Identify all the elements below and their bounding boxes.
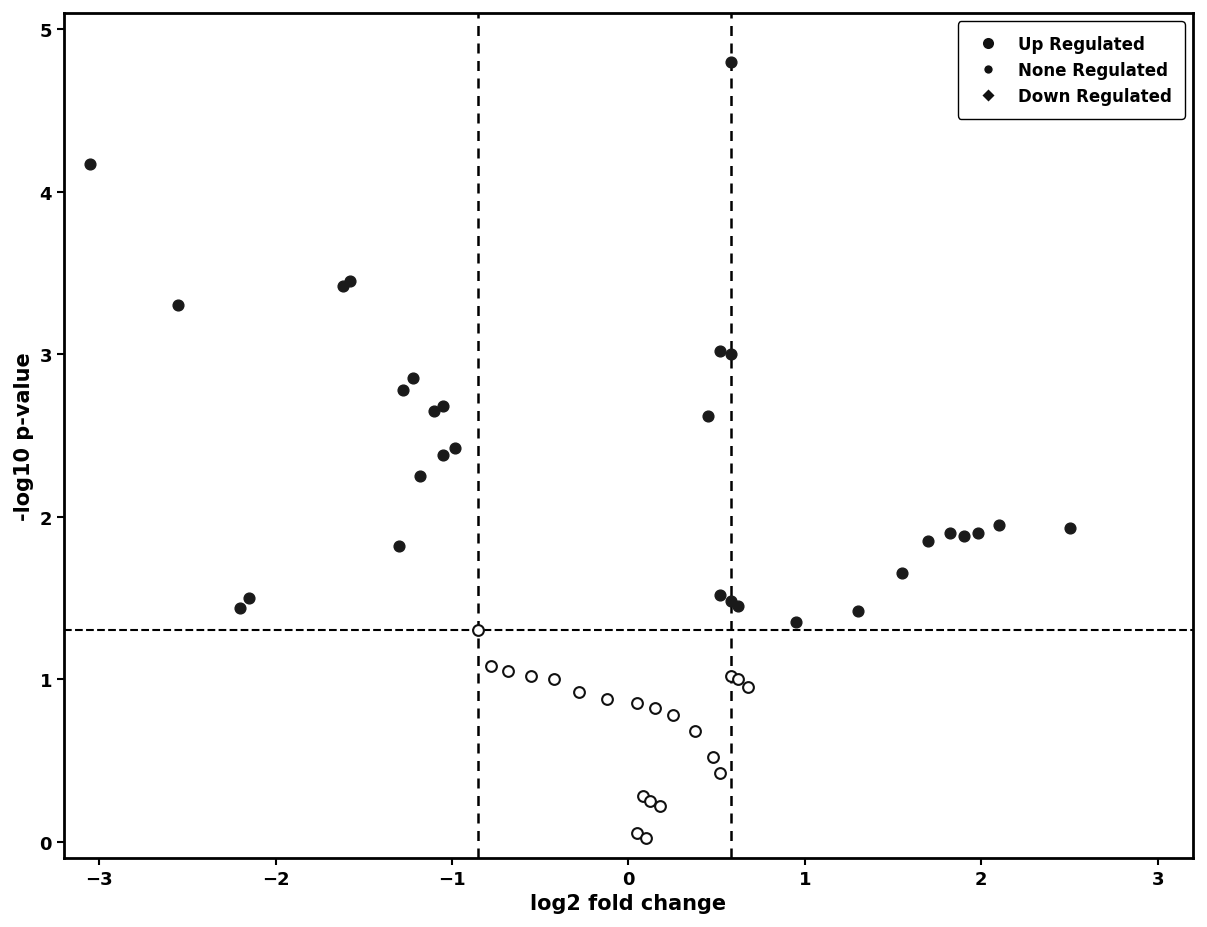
- None Regulated: [628, 696, 647, 711]
- Up Regulated: [698, 409, 717, 424]
- Up Regulated: [721, 55, 740, 70]
- Down Regulated: [445, 441, 465, 456]
- None Regulated: [651, 798, 670, 813]
- Y-axis label: -log10 p-value: -log10 p-value: [14, 351, 34, 520]
- None Regulated: [570, 685, 589, 700]
- Up Regulated: [721, 348, 740, 362]
- None Regulated: [468, 623, 488, 638]
- Up Regulated: [968, 526, 987, 540]
- Down Regulated: [81, 158, 100, 172]
- Down Regulated: [433, 448, 453, 463]
- None Regulated: [482, 659, 501, 674]
- Down Regulated: [403, 372, 422, 387]
- Down Regulated: [231, 601, 250, 616]
- None Regulated: [704, 750, 723, 765]
- None Regulated: [646, 701, 665, 716]
- Down Regulated: [390, 539, 409, 553]
- Down Regulated: [393, 383, 413, 398]
- Down Regulated: [169, 298, 188, 313]
- None Regulated: [636, 831, 655, 845]
- None Regulated: [544, 672, 564, 687]
- Down Regulated: [425, 404, 444, 419]
- None Regulated: [498, 664, 518, 679]
- Up Regulated: [940, 526, 960, 540]
- Up Regulated: [711, 344, 730, 359]
- Up Regulated: [728, 599, 747, 614]
- None Regulated: [628, 826, 647, 841]
- Up Regulated: [954, 529, 973, 544]
- None Regulated: [663, 707, 682, 722]
- None Regulated: [711, 766, 730, 781]
- X-axis label: log2 fold change: log2 fold change: [530, 893, 727, 913]
- Up Regulated: [711, 588, 730, 603]
- None Regulated: [686, 724, 705, 739]
- None Regulated: [521, 668, 541, 683]
- None Regulated: [597, 692, 617, 706]
- Down Regulated: [239, 590, 258, 605]
- Up Regulated: [990, 517, 1009, 532]
- Down Regulated: [433, 400, 453, 414]
- Up Regulated: [849, 603, 868, 618]
- None Regulated: [728, 672, 747, 687]
- Legend: Up Regulated, None Regulated, Down Regulated: Up Regulated, None Regulated, Down Regul…: [957, 22, 1185, 120]
- None Regulated: [739, 680, 758, 695]
- None Regulated: [721, 668, 740, 683]
- None Regulated: [632, 789, 652, 804]
- Up Regulated: [1060, 521, 1079, 536]
- None Regulated: [640, 794, 659, 808]
- Up Regulated: [892, 566, 911, 581]
- Up Regulated: [919, 534, 938, 549]
- Down Regulated: [340, 274, 360, 289]
- Down Regulated: [333, 279, 352, 294]
- Down Regulated: [410, 469, 430, 484]
- Up Regulated: [787, 616, 806, 630]
- Up Regulated: [721, 594, 740, 609]
